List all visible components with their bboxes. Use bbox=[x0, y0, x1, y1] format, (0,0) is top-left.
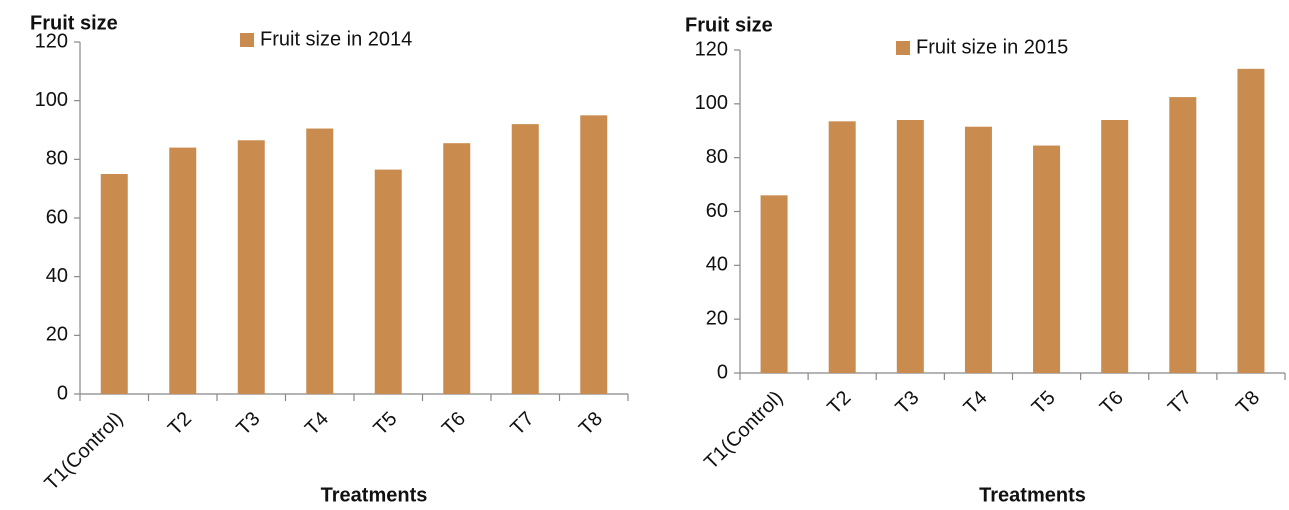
bar bbox=[1101, 119, 1129, 373]
y-axis-title: Fruit size bbox=[30, 12, 118, 34]
x-tick-label: T5 bbox=[369, 408, 401, 440]
bar bbox=[1237, 68, 1265, 373]
y-tick-label: 80 bbox=[706, 146, 728, 168]
y-tick-label: 0 bbox=[57, 382, 68, 404]
y-tick-label: 40 bbox=[706, 254, 728, 276]
x-tick-label: T2 bbox=[164, 408, 196, 440]
x-tick-label: T5 bbox=[1028, 387, 1060, 419]
y-tick-label: 100 bbox=[695, 92, 728, 114]
x-tick-label: T2 bbox=[823, 387, 855, 419]
y-tick-label: 20 bbox=[46, 324, 68, 346]
bar bbox=[1033, 145, 1061, 373]
y-tick-label: 40 bbox=[46, 265, 68, 287]
x-tick-label: T7 bbox=[1164, 387, 1196, 419]
x-tick-label: T7 bbox=[506, 408, 538, 440]
y-tick-label: 80 bbox=[46, 148, 68, 170]
x-tick-label: T6 bbox=[438, 408, 470, 440]
bar bbox=[237, 140, 265, 394]
x-tick-label: T4 bbox=[301, 408, 333, 440]
bar bbox=[374, 169, 402, 394]
x-axis-title: Treatments bbox=[321, 484, 428, 506]
x-axis-title: Treatments bbox=[979, 484, 1086, 506]
x-tick-label: T8 bbox=[1232, 387, 1264, 419]
x-tick-label: T3 bbox=[892, 387, 924, 419]
y-tick-label: 100 bbox=[35, 89, 68, 111]
x-tick-label: T3 bbox=[232, 408, 264, 440]
bar bbox=[580, 115, 608, 394]
bar bbox=[306, 128, 334, 395]
y-tick-label: 60 bbox=[46, 206, 68, 228]
y-tick-label: 0 bbox=[717, 361, 728, 383]
legend-swatch bbox=[896, 41, 910, 55]
y-tick-label: 20 bbox=[706, 307, 728, 329]
bar bbox=[169, 147, 197, 394]
bar bbox=[1169, 97, 1197, 374]
bar bbox=[828, 121, 856, 374]
bar bbox=[511, 124, 539, 394]
legend-label: Fruit size in 2014 bbox=[260, 28, 412, 50]
y-tick-label: 120 bbox=[35, 30, 68, 52]
bar bbox=[443, 143, 471, 394]
y-axis-title: Fruit size bbox=[685, 14, 773, 36]
bar bbox=[896, 119, 924, 373]
x-tick-label: T1(Control) bbox=[700, 387, 787, 474]
bar bbox=[760, 195, 788, 373]
legend-swatch bbox=[240, 33, 254, 47]
y-tick-label: 120 bbox=[695, 38, 728, 60]
bar bbox=[964, 126, 992, 374]
legend-label: Fruit size in 2015 bbox=[916, 36, 1068, 58]
x-tick-label: T4 bbox=[960, 387, 992, 419]
x-tick-label: T6 bbox=[1096, 387, 1128, 419]
bar bbox=[100, 174, 128, 394]
x-tick-label: T1(Control) bbox=[40, 408, 127, 495]
x-tick-label: T8 bbox=[575, 408, 607, 440]
y-tick-label: 60 bbox=[706, 200, 728, 222]
